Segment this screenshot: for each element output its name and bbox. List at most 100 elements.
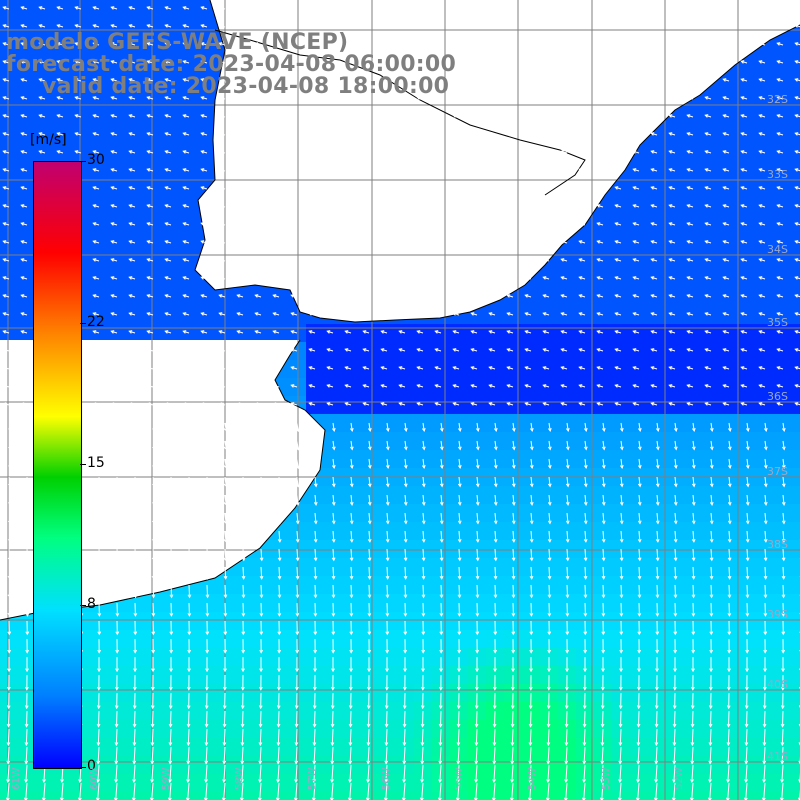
wind-arrow-head bbox=[794, 24, 799, 28]
wind-arrow bbox=[674, 476, 677, 487]
wind-arrow-head bbox=[506, 222, 511, 226]
wind-arrow-head bbox=[776, 312, 781, 316]
wind-arrow-head bbox=[614, 348, 619, 352]
wind-arrow bbox=[350, 494, 353, 505]
wind-arrow-head bbox=[583, 538, 588, 543]
wind-arrow bbox=[620, 476, 623, 487]
wind-arrow-head bbox=[326, 132, 331, 136]
wind-arrow-head bbox=[542, 402, 547, 406]
wind-arrow-head bbox=[218, 366, 223, 370]
wind-arrow-head bbox=[218, 24, 223, 28]
wind-arrow-head bbox=[115, 446, 120, 451]
wind-arrow bbox=[620, 440, 623, 450]
wind-arrow-head bbox=[367, 557, 372, 562]
wind-arrow-head bbox=[668, 258, 673, 262]
speed-cell bbox=[792, 288, 800, 306]
wind-arrow-head bbox=[169, 594, 174, 599]
wind-arrow-head bbox=[110, 222, 115, 226]
wind-arrow-head bbox=[452, 42, 457, 46]
wind-arrow bbox=[530, 494, 533, 505]
wind-arrow bbox=[386, 458, 389, 469]
wind-arrow-head bbox=[745, 538, 750, 543]
wind-arrow-head bbox=[745, 501, 750, 506]
wind-arrow-head bbox=[722, 402, 727, 406]
wind-arrow-head bbox=[794, 312, 799, 316]
wind-arrow-head bbox=[434, 330, 439, 334]
wind-arrow-head bbox=[236, 186, 241, 190]
wind-arrow-head bbox=[290, 114, 295, 118]
wind-arrow-head bbox=[547, 446, 552, 451]
wind-arrow-head bbox=[794, 168, 799, 172]
wind-arrow-head bbox=[452, 204, 457, 208]
wind-arrow bbox=[368, 494, 371, 505]
wind-arrow-head bbox=[25, 501, 30, 506]
wind-arrow-head bbox=[722, 312, 727, 316]
wind-arrow-head bbox=[295, 428, 300, 433]
wind-arrow-head bbox=[547, 464, 552, 469]
wind-arrow-head bbox=[2, 222, 7, 226]
wind-arrow-head bbox=[236, 222, 241, 226]
wind-arrow-head bbox=[434, 366, 439, 370]
wind-arrow-head bbox=[655, 483, 660, 488]
wind-arrow bbox=[602, 476, 605, 487]
wind-arrow-head bbox=[632, 96, 637, 100]
wind-arrow-head bbox=[614, 330, 619, 334]
wind-arrow-head bbox=[565, 557, 570, 562]
wind-arrow-head bbox=[565, 464, 570, 469]
wind-arrow-head bbox=[511, 464, 516, 469]
wind-arrow-head bbox=[110, 114, 115, 118]
wind-arrow bbox=[602, 494, 605, 505]
speed-cell bbox=[252, 792, 270, 800]
wind-arrow-head bbox=[290, 402, 295, 406]
wind-arrow-head bbox=[632, 276, 637, 280]
wind-arrow-head bbox=[398, 150, 403, 154]
wind-arrow-head bbox=[704, 366, 709, 370]
speed-cell bbox=[450, 792, 468, 800]
wind-arrow-head bbox=[110, 294, 115, 298]
wind-arrow-head bbox=[115, 520, 120, 525]
speed-cell bbox=[612, 792, 630, 800]
wind-arrow-head bbox=[619, 464, 624, 469]
wind-arrow-head bbox=[763, 557, 768, 562]
wind-arrow-head bbox=[2, 330, 7, 334]
wind-arrow bbox=[296, 512, 299, 524]
wind-arrow-head bbox=[776, 402, 781, 406]
wind-arrow bbox=[548, 548, 551, 561]
wind-arrow-head bbox=[182, 348, 187, 352]
wind-arrow-head bbox=[632, 402, 637, 406]
wind-arrow-head bbox=[326, 6, 331, 10]
wind-arrow-head bbox=[223, 501, 228, 506]
wind-arrow bbox=[782, 494, 785, 505]
wind-arrow bbox=[260, 440, 263, 450]
wind-arrow-head bbox=[200, 150, 205, 154]
wind-arrow-head bbox=[506, 348, 511, 352]
wind-arrow-head bbox=[506, 240, 511, 244]
wind-arrow-head bbox=[686, 384, 691, 388]
wind-arrow bbox=[440, 548, 443, 561]
wind-arrow-head bbox=[776, 132, 781, 136]
wind-arrow bbox=[296, 494, 299, 505]
wind-arrow bbox=[8, 584, 11, 598]
wind-arrow-head bbox=[326, 240, 331, 244]
wind-arrow bbox=[548, 440, 551, 450]
wind-arrow bbox=[368, 548, 371, 561]
wind-arrow-head bbox=[74, 6, 79, 10]
wind-arrow-head bbox=[704, 222, 709, 226]
wind-arrow bbox=[422, 476, 425, 487]
wind-arrow-head bbox=[524, 366, 529, 370]
wind-arrow bbox=[242, 494, 245, 505]
wind-arrow-head bbox=[133, 575, 138, 580]
wind-arrow-head bbox=[668, 402, 673, 406]
wind-arrow bbox=[404, 440, 407, 450]
wind-arrow-head bbox=[20, 78, 25, 82]
wind-arrow-head bbox=[7, 575, 12, 580]
wind-arrow-head bbox=[97, 428, 102, 433]
speed-cell bbox=[666, 792, 684, 800]
wind-arrow bbox=[188, 494, 191, 505]
wind-arrow bbox=[566, 548, 569, 561]
wind-arrow-head bbox=[637, 446, 642, 451]
wind-arrow-head bbox=[596, 204, 601, 208]
wind-arrow-head bbox=[470, 330, 475, 334]
wind-arrow-head bbox=[223, 557, 228, 562]
wind-arrow-head bbox=[344, 168, 349, 172]
